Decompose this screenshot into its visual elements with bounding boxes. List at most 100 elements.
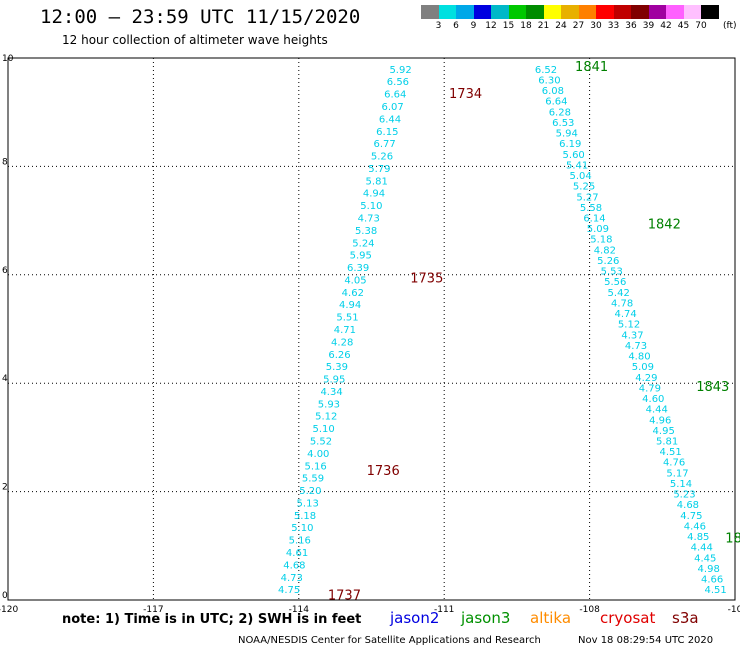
legend-swatch [438, 5, 456, 19]
time-label: 1735 [410, 272, 443, 287]
legend-unit: (ft) [723, 21, 737, 31]
satellite-jason3: jason3 [461, 609, 511, 627]
swh-value: 5.04 [569, 171, 591, 182]
legend-swatch [421, 5, 439, 19]
swh-value: 4.75 [278, 585, 300, 596]
swh-value: 5.42 [608, 288, 630, 299]
swh-value: 6.64 [545, 97, 567, 108]
legend-label: 24 [555, 21, 567, 31]
swh-value: 5.09 [587, 224, 609, 235]
y-tick-label: 2 [2, 483, 8, 493]
swh-value: 4.61 [286, 548, 308, 559]
swh-value: 4.95 [653, 426, 675, 437]
legend-swatch [631, 5, 649, 19]
x-tick-label: -111 [434, 605, 454, 615]
legend-swatch [456, 5, 474, 19]
swh-value: 5.16 [289, 536, 311, 547]
swh-value: 5.94 [556, 129, 578, 140]
swh-value: 6.30 [538, 75, 560, 86]
time-label: 18 [725, 532, 740, 547]
swh-value: 4.73 [625, 341, 647, 352]
swh-value: 5.60 [563, 150, 585, 161]
swh-value: 5.18 [590, 235, 612, 246]
swh-value: 4.68 [283, 560, 305, 571]
swh-value: 4.74 [614, 309, 636, 320]
time-label: 1841 [575, 60, 608, 75]
swh-value: 6.19 [559, 139, 581, 150]
plot-frame [7, 57, 736, 601]
legend-swatches [421, 5, 719, 19]
swh-value: 4.80 [628, 352, 650, 363]
swh-value: 4.60 [642, 394, 664, 405]
legend-swatch [526, 5, 544, 19]
legend-swatch [578, 5, 596, 19]
x-tick-label: -10 [728, 605, 740, 615]
swh-value: 4.29 [635, 373, 657, 384]
swh-value: 4.34 [320, 387, 342, 398]
legend-label: 12 [485, 21, 497, 31]
time-label: 1842 [648, 217, 681, 232]
swh-value: 6.77 [374, 139, 396, 150]
swh-value: 5.39 [326, 362, 348, 373]
swh-value: 4.05 [344, 275, 366, 286]
swh-value: 5.20 [299, 486, 321, 497]
swh-value: 5.16 [305, 461, 327, 472]
swh-value: 5.10 [291, 523, 313, 534]
footer-credit: NOAA/NESDIS Center for Satellite Applica… [238, 635, 541, 646]
legend-labels: (ft) 3 6 9 12 15 18 21 24 27 30 33 36 39 42 45 70 [421, 19, 737, 33]
swh-value: 5.13 [297, 498, 319, 509]
legend-label: 18 [520, 21, 532, 31]
swh-value: 4.94 [339, 300, 361, 311]
y-tick-label: 10 [2, 54, 14, 64]
swh-value: 4.78 [611, 298, 633, 309]
legend-swatch [648, 5, 666, 19]
swh-value: 5.14 [670, 479, 692, 490]
swh-value: 5.18 [294, 511, 316, 522]
page-title: 12:00 – 23:59 UTC 11/15/2020 [40, 6, 361, 28]
swh-value: 6.44 [379, 114, 401, 125]
swh-value: 5.26 [371, 152, 393, 163]
legend-label: 36 [625, 21, 637, 31]
legend-label: 9 [470, 21, 477, 31]
x-tick-label: -117 [143, 605, 163, 615]
x-tick-label: -108 [579, 605, 600, 615]
legend-swatch [666, 5, 684, 19]
legend-swatch [683, 5, 701, 19]
legend-label: 3 [435, 21, 442, 31]
satellite-cryosat: cryosat [600, 609, 656, 627]
swh-value: 5.17 [666, 468, 688, 479]
y-tick-label: 8 [2, 157, 8, 167]
swh-value: 5.93 [318, 399, 340, 410]
swh-value: 6.52 [535, 65, 557, 76]
swh-value: 5.92 [389, 65, 411, 76]
swh-value: 5.51 [336, 313, 358, 324]
swh-value: 4.45 [694, 553, 716, 564]
swh-value: 5.81 [366, 176, 388, 187]
swh-value: 4.00 [307, 449, 329, 460]
swh-value: 4.82 [594, 245, 616, 256]
swh-value: 5.09 [632, 362, 654, 373]
time-label: 1734 [449, 87, 482, 102]
legend-label: 27 [572, 21, 585, 31]
swh-value: 6.26 [328, 350, 350, 361]
footer-timestamp: Nov 18 08:29:54 UTC 2020 [578, 635, 714, 646]
swh-value: 5.52 [310, 436, 332, 447]
swh-value: 4.28 [331, 337, 353, 348]
swh-value: 4.37 [621, 330, 643, 341]
legend-swatch [561, 5, 579, 19]
swh-value: 5.79 [368, 164, 390, 175]
legend-swatch [473, 5, 491, 19]
swh-value: 5.10 [360, 201, 382, 212]
legend-swatch [596, 5, 614, 19]
legend-label: 6 [453, 21, 459, 31]
satellite-altika: altika [530, 609, 572, 627]
legend-label: 30 [590, 21, 602, 31]
swh-value: 5.59 [302, 474, 324, 485]
swh-value: 4.98 [698, 564, 720, 575]
x-tick-label: -114 [289, 605, 310, 615]
swh-value: 4.85 [687, 532, 709, 543]
swh-value: 4.79 [639, 383, 661, 394]
y-tick-label: 6 [2, 266, 8, 276]
swh-value: 5.58 [580, 203, 602, 214]
swh-value: 4.76 [663, 458, 685, 469]
